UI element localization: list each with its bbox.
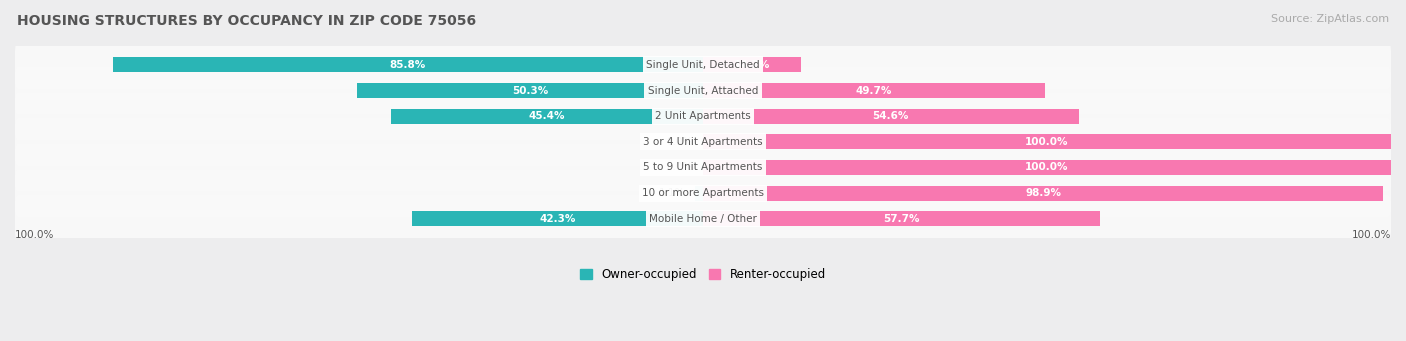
Legend: Owner-occupied, Renter-occupied: Owner-occupied, Renter-occupied — [575, 263, 831, 286]
Text: 1.1%: 1.1% — [658, 188, 685, 198]
Text: 45.4%: 45.4% — [529, 111, 565, 121]
Bar — [357, 83, 703, 98]
Bar — [703, 186, 1384, 201]
Bar — [696, 186, 703, 201]
FancyBboxPatch shape — [15, 144, 1391, 191]
Text: 3 or 4 Unit Apartments: 3 or 4 Unit Apartments — [643, 137, 763, 147]
Text: Mobile Home / Other: Mobile Home / Other — [650, 214, 756, 224]
Text: 10 or more Apartments: 10 or more Apartments — [643, 188, 763, 198]
Text: 0.0%: 0.0% — [666, 137, 693, 147]
Text: 5 to 9 Unit Apartments: 5 to 9 Unit Apartments — [644, 162, 762, 173]
Bar — [703, 160, 1391, 175]
Text: Single Unit, Attached: Single Unit, Attached — [648, 86, 758, 95]
Text: 85.8%: 85.8% — [389, 60, 426, 70]
Text: 57.7%: 57.7% — [883, 214, 920, 224]
Bar — [391, 109, 703, 123]
Text: 14.2%: 14.2% — [734, 60, 770, 70]
FancyBboxPatch shape — [15, 195, 1391, 242]
Text: 54.6%: 54.6% — [873, 111, 910, 121]
Text: 100.0%: 100.0% — [1351, 231, 1391, 240]
Text: 100.0%: 100.0% — [1025, 162, 1069, 173]
Bar — [703, 109, 1078, 123]
FancyBboxPatch shape — [15, 118, 1391, 165]
Text: 100.0%: 100.0% — [15, 231, 55, 240]
Text: 0.0%: 0.0% — [666, 162, 693, 173]
Text: 42.3%: 42.3% — [540, 214, 575, 224]
Bar — [703, 58, 800, 72]
Bar — [703, 83, 1045, 98]
Text: 49.7%: 49.7% — [856, 86, 893, 95]
Text: 2 Unit Apartments: 2 Unit Apartments — [655, 111, 751, 121]
Bar — [703, 134, 1391, 149]
Text: HOUSING STRUCTURES BY OCCUPANCY IN ZIP CODE 75056: HOUSING STRUCTURES BY OCCUPANCY IN ZIP C… — [17, 14, 477, 28]
FancyBboxPatch shape — [15, 41, 1391, 89]
FancyBboxPatch shape — [15, 93, 1391, 140]
Bar — [412, 211, 703, 226]
Bar — [703, 211, 1099, 226]
Text: Single Unit, Detached: Single Unit, Detached — [647, 60, 759, 70]
Text: 100.0%: 100.0% — [1025, 137, 1069, 147]
FancyBboxPatch shape — [15, 67, 1391, 114]
Text: Source: ZipAtlas.com: Source: ZipAtlas.com — [1271, 14, 1389, 24]
FancyBboxPatch shape — [15, 169, 1391, 217]
Bar — [112, 58, 703, 72]
Text: 98.9%: 98.9% — [1025, 188, 1062, 198]
Text: 50.3%: 50.3% — [512, 86, 548, 95]
